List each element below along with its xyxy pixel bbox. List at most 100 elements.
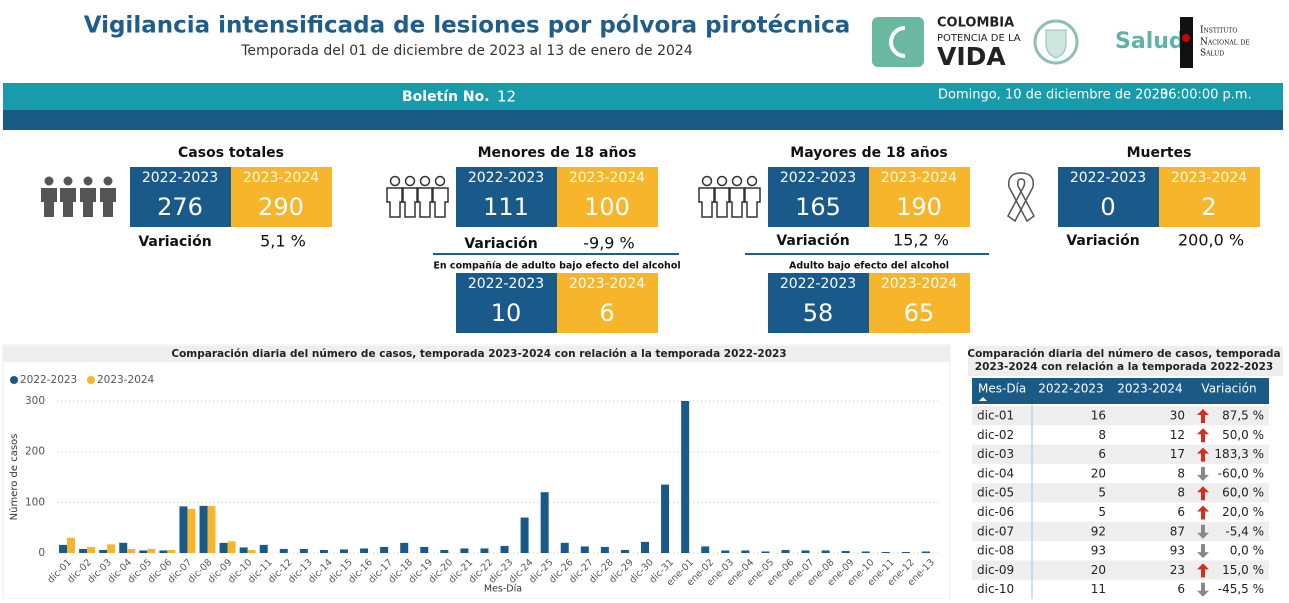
cell: 5 bbox=[1098, 505, 1106, 519]
cell: 12 bbox=[1170, 428, 1185, 442]
bar bbox=[440, 549, 449, 553]
cell: 23 bbox=[1170, 563, 1185, 577]
bar bbox=[67, 537, 76, 553]
person-icon bbox=[41, 188, 57, 217]
bar bbox=[360, 548, 369, 553]
kpi-value: 58 bbox=[803, 299, 834, 327]
logo-text: POTENCIA DE LA bbox=[937, 33, 1021, 44]
ins-bar bbox=[1180, 17, 1193, 68]
banner bbox=[3, 83, 1283, 110]
bar bbox=[380, 546, 389, 553]
bar bbox=[79, 548, 88, 553]
kpi-value: 0 bbox=[1100, 193, 1115, 221]
row-bg bbox=[972, 444, 1269, 464]
kpi-label: 2023-2024 bbox=[881, 276, 957, 292]
banner-label: Boletín No. bbox=[402, 89, 490, 105]
bar bbox=[701, 546, 710, 553]
kpi-box bbox=[1159, 167, 1260, 227]
kpi-value: 290 bbox=[258, 193, 304, 221]
table-title: Comparación diaria del número de casos, … bbox=[967, 348, 1280, 360]
bar bbox=[187, 508, 196, 553]
variation-value: 200,0 % bbox=[1178, 231, 1244, 250]
arrow-up bbox=[1197, 409, 1209, 423]
banner-time: 06:00:00 p.m. bbox=[1160, 88, 1252, 103]
bar bbox=[119, 542, 128, 553]
banner-bottom bbox=[3, 110, 1283, 130]
person-icon bbox=[701, 175, 713, 187]
bar bbox=[560, 542, 569, 553]
kpi-box bbox=[768, 273, 869, 333]
cell: 20 bbox=[1091, 466, 1106, 480]
kpi-title: Menores de 18 años bbox=[478, 145, 637, 161]
bar bbox=[460, 548, 469, 553]
kpi-label: 2023-2024 bbox=[1171, 170, 1247, 186]
person-icon bbox=[431, 187, 449, 218]
cell: 93 bbox=[1170, 544, 1185, 558]
sub-kpi-title: En compañía de adulto bajo efecto del al… bbox=[433, 261, 680, 272]
bar bbox=[600, 546, 609, 553]
kpi-label: 2022-2023 bbox=[780, 276, 856, 292]
column-header: 2022-2023 bbox=[1038, 382, 1103, 396]
logo-icon bbox=[872, 17, 924, 67]
banner-date: Domingo, 10 de diciembre de 2023 bbox=[938, 88, 1168, 103]
cell: dic-04 bbox=[977, 466, 1014, 480]
cell: 16 bbox=[1091, 409, 1106, 423]
bar bbox=[227, 541, 236, 553]
bar bbox=[821, 550, 830, 553]
kpi-label: 2022-2023 bbox=[142, 170, 218, 186]
person-icon bbox=[419, 175, 431, 187]
bar bbox=[159, 550, 168, 553]
bar bbox=[139, 550, 148, 553]
column-header: 2023-2024 bbox=[1117, 382, 1182, 396]
kpi-title: Muertes bbox=[1127, 145, 1192, 161]
cell: -5,4 % bbox=[1225, 524, 1264, 538]
kpi-label: 2022-2023 bbox=[468, 276, 544, 292]
cell: 6 bbox=[1177, 505, 1185, 519]
bar bbox=[620, 549, 629, 553]
legend-marker bbox=[10, 376, 18, 384]
person-icon bbox=[389, 175, 401, 187]
bar bbox=[520, 517, 529, 553]
y-tick-label: 300 bbox=[25, 395, 45, 407]
person-icon bbox=[44, 176, 54, 186]
cell: 93 bbox=[1091, 544, 1106, 558]
bar bbox=[580, 546, 589, 553]
cell: 92 bbox=[1091, 524, 1106, 538]
person-icon bbox=[731, 175, 743, 187]
cell: 50,0 % bbox=[1222, 428, 1264, 442]
bar bbox=[540, 492, 549, 553]
arrow-up bbox=[1197, 563, 1209, 578]
table-title: 2023-2024 con relación a la temporada 20… bbox=[975, 361, 1273, 373]
kpi-label: 2022-2023 bbox=[468, 170, 544, 186]
bar bbox=[299, 548, 308, 553]
logo-text: Instituto bbox=[1200, 26, 1237, 36]
emblem-shield bbox=[1045, 29, 1067, 59]
title: Vigilancia intensificada de lesiones por… bbox=[84, 13, 851, 39]
bar bbox=[841, 550, 850, 553]
cell: 6 bbox=[1177, 582, 1185, 596]
column-header: Mes-Día bbox=[978, 382, 1026, 396]
bar bbox=[247, 549, 256, 553]
bar bbox=[400, 542, 409, 553]
bar bbox=[881, 551, 890, 553]
arrow-up bbox=[1197, 428, 1209, 443]
bar bbox=[219, 542, 228, 553]
panel bbox=[2, 344, 951, 600]
subtitle: Temporada del 01 de diciembre de 2023 al… bbox=[240, 43, 693, 59]
sub-kpi-title: Adulto bajo efecto del alcohol bbox=[789, 261, 949, 272]
bar bbox=[107, 544, 116, 553]
cell: 15,0 % bbox=[1222, 563, 1264, 577]
kpi-title: Mayores de 18 años bbox=[790, 145, 947, 161]
kpi-box bbox=[557, 167, 658, 227]
bar bbox=[681, 401, 690, 553]
bar bbox=[781, 549, 790, 553]
emblem bbox=[1033, 19, 1079, 65]
person-icon bbox=[716, 175, 728, 187]
bar bbox=[167, 549, 176, 553]
person-icon bbox=[728, 187, 746, 218]
variation-value: 15,2 % bbox=[893, 231, 949, 250]
kpi-value: 65 bbox=[904, 299, 935, 327]
person-icon bbox=[63, 176, 73, 186]
person-icon bbox=[404, 175, 416, 187]
